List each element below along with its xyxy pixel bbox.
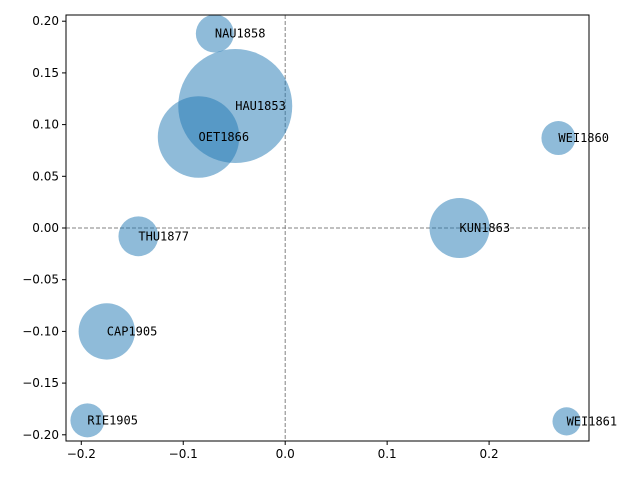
bubble-kun1863	[429, 197, 490, 259]
bubble-wei1860	[541, 121, 576, 156]
y-tick-label: −0.15	[22, 376, 59, 390]
point-label-oet1866: OET1866	[199, 130, 250, 144]
point-label-thu1877: THU1877	[138, 229, 189, 243]
bubble-thu1877	[118, 216, 159, 257]
point-label-wei1861: WEI1861	[567, 414, 618, 428]
bubble-nau1858	[195, 14, 234, 53]
point-label-rie1905: RIE1905	[87, 413, 138, 427]
y-tick-label: 0.10	[32, 118, 59, 132]
y-axis: 0.20 0.15 0.10 0.05 0.00 −0.05 −0.10 −0.15 −0.20	[22, 14, 66, 442]
y-tick-label: −0.05	[22, 273, 59, 287]
x-axis: −0.2 −0.1 0.0 0.1 0.2	[67, 441, 499, 461]
point-label-cap1905: CAP1905	[107, 324, 158, 338]
bubble-wei1861	[552, 407, 581, 436]
point-label-wei1860: WEI1860	[558, 131, 609, 145]
y-tick-label: −0.10	[22, 324, 59, 338]
y-tick-label: 0.15	[32, 66, 59, 80]
x-tick-label: 0.2	[480, 447, 499, 461]
y-tick-label: −0.20	[22, 428, 59, 442]
x-tick-label: 0.1	[378, 447, 397, 461]
x-tick-label: −0.1	[169, 447, 198, 461]
point-label-hau1853: HAU1853	[235, 99, 286, 113]
bubble-rie1905	[70, 403, 105, 438]
x-tick-label: 0.0	[276, 447, 295, 461]
y-tick-label: 0.00	[32, 221, 59, 235]
point-label-kun1863: KUN1863	[460, 221, 511, 235]
bubble-cap1905	[78, 303, 135, 360]
y-tick-label: 0.05	[32, 169, 59, 183]
x-tick-label: −0.2	[67, 447, 96, 461]
bubble-series	[70, 14, 581, 438]
point-labels: NAU1858 HAU1853 OET1866 WEI1860 KUN1863 THU18…	[87, 27, 617, 429]
bubble-oet1866	[157, 96, 240, 178]
point-label-nau1858: NAU1858	[215, 27, 266, 41]
y-tick-label: 0.20	[32, 14, 59, 28]
